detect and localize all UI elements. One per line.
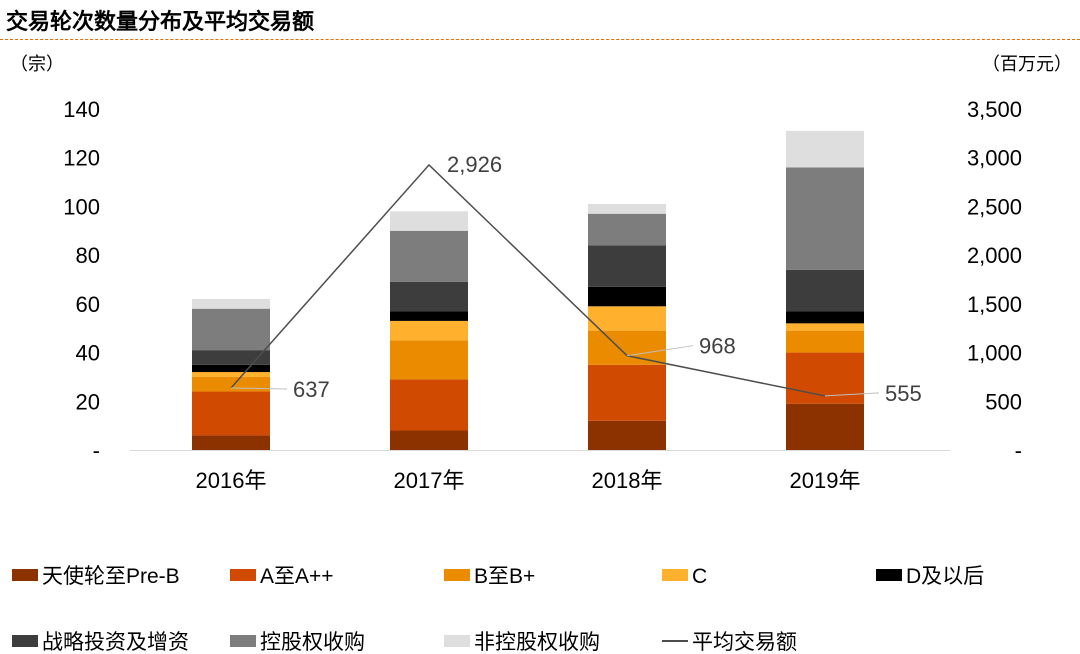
data-label-leader bbox=[230, 387, 288, 390]
bar-segment bbox=[786, 403, 864, 450]
data-label-leader bbox=[824, 392, 880, 397]
line-data-label: 968 bbox=[699, 334, 736, 359]
bar-segment bbox=[786, 352, 864, 404]
line-data-label: 2,926 bbox=[447, 152, 502, 177]
bar-segment bbox=[588, 364, 666, 421]
right-tick-label: 2,000 bbox=[967, 243, 1022, 268]
bar-segment bbox=[390, 311, 468, 321]
line-data-label: 555 bbox=[885, 381, 922, 406]
left-tick-label: 100 bbox=[63, 194, 100, 219]
right-tick-label: 1,000 bbox=[967, 341, 1022, 366]
legend-label: C bbox=[692, 565, 707, 588]
bar-segment bbox=[786, 167, 864, 270]
bar-segment bbox=[786, 330, 864, 353]
bar-segment bbox=[192, 376, 270, 392]
bar-segment bbox=[192, 372, 270, 377]
legend-swatch bbox=[662, 569, 688, 581]
left-tick-label: 80 bbox=[76, 243, 100, 268]
category-label: 2019年 bbox=[790, 468, 861, 493]
category-label: 2018年 bbox=[592, 468, 663, 493]
legend-label: 非控股权收购 bbox=[474, 631, 600, 654]
left-tick-label: 60 bbox=[76, 292, 100, 317]
legend-label: 控股权收购 bbox=[260, 631, 365, 654]
legend-swatch bbox=[12, 569, 38, 581]
bar-segment bbox=[390, 281, 468, 312]
bar-segment bbox=[588, 203, 666, 214]
right-tick-label: 3,500 bbox=[967, 97, 1022, 122]
bar-segment bbox=[390, 430, 468, 450]
bar-segment bbox=[588, 213, 666, 246]
bar-segment bbox=[390, 379, 468, 431]
left-tick-label: 40 bbox=[76, 341, 100, 366]
data-label-leader bbox=[626, 345, 694, 357]
left-axis-unit: （宗） bbox=[10, 54, 64, 74]
bar-segment bbox=[390, 340, 468, 380]
legend-label: 平均交易额 bbox=[692, 631, 797, 654]
legend-swatch bbox=[876, 569, 902, 581]
bar-segment bbox=[786, 323, 864, 331]
axes-layer: （宗） （百万元） - 20 40 60 80 100 120 140 - 500 1,000 1,500… bbox=[10, 54, 1072, 493]
left-tick-label: 140 bbox=[63, 97, 100, 122]
bar-segment bbox=[192, 364, 270, 373]
right-tick-label: 1,500 bbox=[967, 292, 1022, 317]
legend-label: D及以后 bbox=[906, 565, 984, 588]
left-tick-label: - bbox=[93, 438, 100, 463]
right-axis-unit: （百万元） bbox=[982, 54, 1072, 74]
bar-segment bbox=[390, 230, 468, 282]
bar-segment bbox=[192, 391, 270, 436]
bar-segment bbox=[192, 298, 270, 309]
bars-layer bbox=[192, 130, 864, 450]
legend-swatch bbox=[444, 635, 470, 647]
right-tick-label: - bbox=[1015, 438, 1022, 463]
legend-swatch bbox=[444, 569, 470, 581]
left-tick-label: 120 bbox=[63, 146, 100, 171]
bar-segment bbox=[390, 211, 468, 231]
bar-segment bbox=[390, 320, 468, 341]
bar-segment bbox=[588, 245, 666, 287]
bar-segment bbox=[588, 420, 666, 450]
title-divider bbox=[0, 39, 1080, 40]
bar-segment bbox=[588, 286, 666, 307]
legend-swatch bbox=[230, 635, 256, 647]
average-line bbox=[230, 163, 826, 397]
bar-segment bbox=[786, 311, 864, 324]
bar-segment bbox=[786, 130, 864, 168]
right-tick-label: 500 bbox=[985, 389, 1022, 414]
legend-label: B至B+ bbox=[474, 565, 535, 588]
legend-label: A至A++ bbox=[260, 565, 334, 588]
bar-segment bbox=[588, 306, 666, 331]
legend-label: 战略投资及增资 bbox=[42, 631, 189, 654]
line-layer: 637 2,926 968 555 bbox=[230, 152, 922, 406]
chart-title: 交易轮次数量分布及平均交易额 bbox=[6, 10, 315, 35]
bar-segment bbox=[192, 435, 270, 450]
legend-swatch bbox=[230, 569, 256, 581]
bar-segment bbox=[786, 269, 864, 312]
bar-segment bbox=[192, 308, 270, 351]
bar-segment bbox=[588, 330, 666, 365]
bar-segment bbox=[192, 350, 270, 365]
line-data-label: 637 bbox=[293, 377, 330, 402]
left-tick-label: 20 bbox=[76, 389, 100, 414]
category-label: 2016年 bbox=[196, 468, 267, 493]
right-tick-label: 2,500 bbox=[967, 194, 1022, 219]
legend-swatch bbox=[12, 635, 38, 647]
right-tick-label: 3,000 bbox=[967, 146, 1022, 171]
legend-label: 天使轮至Pre-B bbox=[42, 565, 180, 588]
category-label: 2017年 bbox=[394, 468, 465, 493]
